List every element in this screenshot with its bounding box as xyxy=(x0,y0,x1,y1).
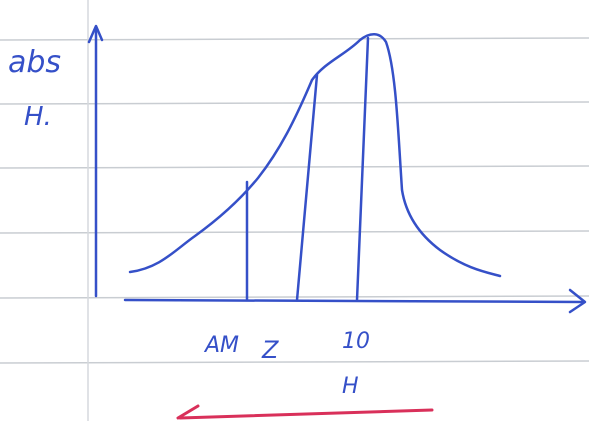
y-label-line1: abs xyxy=(8,45,61,80)
x-label: Z xyxy=(261,336,279,364)
axes xyxy=(89,26,585,312)
y-label-line2: H. xyxy=(24,102,52,132)
x-label: AM xyxy=(203,333,239,358)
lined-paper xyxy=(0,0,589,421)
distribution-curve xyxy=(130,34,500,276)
x-axis xyxy=(125,300,584,302)
x-label: 10 xyxy=(342,329,370,354)
sketch: abs H. AM Z 10 H xyxy=(0,0,589,421)
x-axis-label: H xyxy=(342,374,359,399)
red-arrow xyxy=(178,406,432,418)
